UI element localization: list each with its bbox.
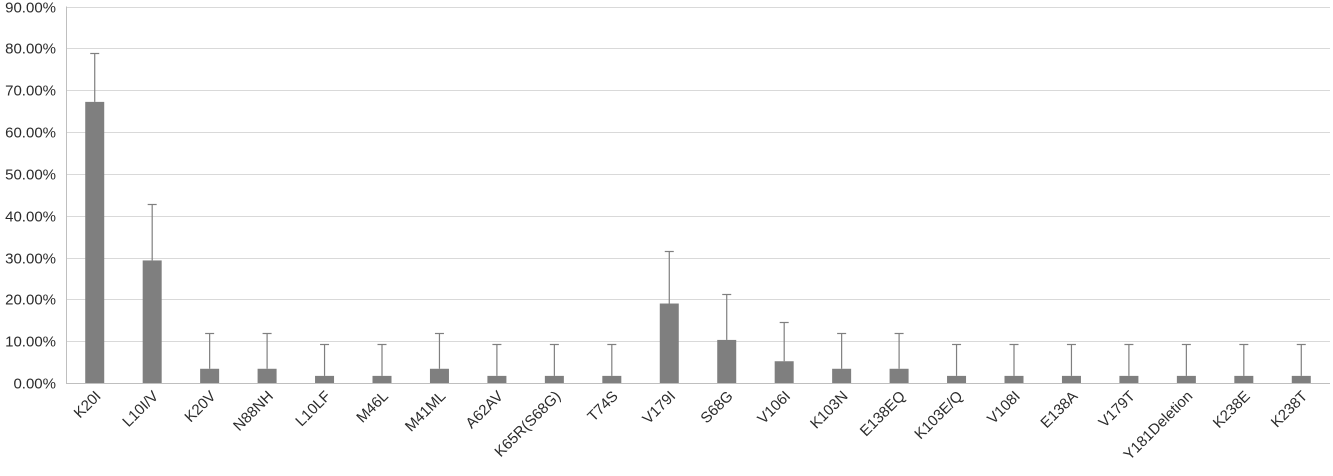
x-category-label: M41ML <box>402 388 449 435</box>
x-category-label: S68G <box>697 388 736 427</box>
x-category-label: K20I <box>71 388 105 422</box>
y-tick-label: 80.00% <box>5 41 56 58</box>
bar <box>487 375 507 383</box>
x-category-label: E138A <box>1037 388 1081 432</box>
bar <box>257 368 277 383</box>
y-tick-label: 10.00% <box>5 334 56 351</box>
x-category-label: L10I/V <box>119 388 162 431</box>
x-category-label: K20V <box>181 388 219 426</box>
x-category-label: V179I <box>639 388 679 428</box>
x-category-label: E138EQ <box>857 388 909 440</box>
bar <box>1119 375 1139 383</box>
x-category-label: K238E <box>1210 388 1254 432</box>
bar <box>602 375 622 383</box>
y-tick-label: 90.00% <box>5 0 56 17</box>
bar <box>429 368 449 383</box>
bar <box>85 101 105 383</box>
x-category-label: V106I <box>754 388 794 428</box>
x-category-label: K103E/Q <box>911 388 966 443</box>
axes <box>66 6 1330 384</box>
bar <box>1004 375 1024 383</box>
y-tick-label: 60.00% <box>5 125 56 142</box>
x-category-label: V179T <box>1095 388 1138 431</box>
x-category-label: L10LF <box>292 388 334 430</box>
y-tick-label: 40.00% <box>5 209 56 226</box>
bar <box>1234 375 1254 383</box>
bar <box>372 375 392 383</box>
y-tick-label: 70.00% <box>5 83 56 100</box>
bar <box>142 260 162 383</box>
y-tick-label: 50.00% <box>5 167 56 184</box>
bar <box>659 303 679 383</box>
bar <box>1291 375 1311 383</box>
x-category-label: T74S <box>584 388 621 425</box>
y-axis-tick-labels: 0.00% 10.00% 20.00% 30.00% 40.00% 50.00% 60.00… <box>5 0 56 393</box>
y-tick-label: 20.00% <box>5 292 56 309</box>
x-category-label: A62AV <box>462 388 506 432</box>
bar <box>315 375 335 383</box>
y-tick-label: 0.00% <box>13 376 56 393</box>
x-category-label: V108I <box>984 388 1024 428</box>
bar <box>200 368 220 383</box>
bar <box>774 361 794 383</box>
bars <box>85 101 1311 383</box>
bar <box>1176 375 1196 383</box>
bar <box>832 368 852 383</box>
bar <box>1061 375 1081 383</box>
gridlines <box>66 7 1330 342</box>
x-category-label: M46L <box>353 388 392 427</box>
bar <box>544 375 564 383</box>
x-category-label: N88NH <box>230 388 277 435</box>
x-axis-category-labels: K20I L10I/V K20V N88NH L10LF M46L M41ML A62AVK6… <box>71 388 1311 464</box>
bar <box>717 339 737 383</box>
x-category-label: K103N <box>807 388 851 432</box>
y-tick-label: 30.00% <box>5 251 56 268</box>
error-bars <box>90 52 1306 376</box>
bar <box>889 368 909 383</box>
x-category-label: K238T <box>1268 388 1311 431</box>
bar <box>947 375 967 383</box>
